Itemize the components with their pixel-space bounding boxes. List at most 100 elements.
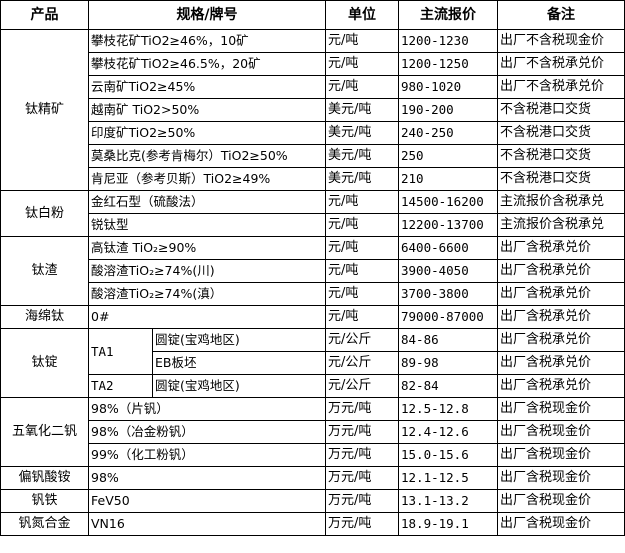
table-row: 99%（化工粉钒） 万元/吨 15.0-15.6 出厂含税现金价 <box>1 443 625 467</box>
unit-cell: 元/吨 <box>325 259 399 283</box>
spec-cell: 攀枝花矿TiO2≥46%，10矿 <box>88 29 326 53</box>
price-cell: 250 <box>398 144 498 168</box>
spec-cell: 0# <box>88 305 326 329</box>
product-cell: 钛精矿 <box>0 29 89 191</box>
spec-cell: 莫桑比克(参考肯梅尔）TiO2≥50% <box>88 144 326 168</box>
note-cell: 出厂含税现金价 <box>497 489 625 513</box>
table-row: 肯尼亚（参考贝斯）TiO2≥49% 美元/吨 210 不含税港口交货 <box>1 167 625 191</box>
product-cell: 钒铁 <box>0 489 89 513</box>
price-cell: 1200-1230 <box>398 29 498 53</box>
product-cell: 钛锭 <box>0 328 89 398</box>
price-cell: 240-250 <box>398 121 498 145</box>
unit-cell: 元/吨 <box>325 236 399 260</box>
note-cell: 出厂含税承兑价 <box>497 328 625 352</box>
grade-cell: TA1 <box>88 328 153 375</box>
price-cell: 12.4-12.6 <box>398 420 498 444</box>
spec-cell: 攀枝花矿TiO2≥46.5%，20矿 <box>88 52 326 76</box>
grade-cell: TA2 <box>88 374 153 398</box>
note-cell: 出厂不含税现金价 <box>497 29 625 53</box>
table-row: TA2 圆锭(宝鸡地区) 元/公斤 82-84 出厂含税承兑价 <box>1 374 625 398</box>
unit-cell: 元/公斤 <box>325 351 399 375</box>
price-cell: 190-200 <box>398 98 498 122</box>
note-cell: 主流报价含税承兑 <box>497 190 625 214</box>
product-cell: 海绵钛 <box>0 305 89 329</box>
header-row: 产品 规格/牌号 单位 主流报价 备注 <box>0 0 625 30</box>
note-cell: 出厂含税承兑价 <box>497 351 625 375</box>
table-row: 攀枝花矿TiO2≥46.5%，20矿 元/吨 1200-1250 出厂不含税承兑价 <box>1 52 625 76</box>
note-cell: 出厂不含税承兑价 <box>497 75 625 99</box>
price-cell: 15.0-15.6 <box>398 443 498 467</box>
table-row: 钛锭 TA1 圆锭(宝鸡地区) 元/公斤 84-86 出厂含税承兑价 <box>0 328 625 398</box>
price-cell: 980-1020 <box>398 75 498 99</box>
header-product: 产品 <box>0 0 89 30</box>
note-cell: 出厂含税承兑价 <box>497 259 625 283</box>
unit-cell: 元/吨 <box>325 213 399 237</box>
table-row: 莫桑比克(参考肯梅尔）TiO2≥50% 美元/吨 250 不含税港口交货 <box>1 144 625 168</box>
unit-cell: 万元/吨 <box>325 443 399 467</box>
unit-cell: 美元/吨 <box>325 121 399 145</box>
price-cell: 12.1-12.5 <box>398 466 498 490</box>
header-note: 备注 <box>497 0 625 30</box>
table-row: 五氧化二钒 98%（片钒） 万元/吨 12.5-12.8 出厂含税现金价 <box>0 397 625 467</box>
note-cell: 出厂含税现金价 <box>497 466 625 490</box>
unit-cell: 元/公斤 <box>325 374 399 398</box>
spec-cell: 越南矿 TiO2>50% <box>88 98 326 122</box>
price-cell: 3900-4050 <box>398 259 498 283</box>
price-cell: 12.5-12.8 <box>398 397 498 421</box>
note-cell: 不含税港口交货 <box>497 144 625 168</box>
price-cell: 79000-87000 <box>398 305 498 329</box>
table-row: 云南矿TiO2≥45% 元/吨 980-1020 出厂不含税承兑价 <box>1 75 625 99</box>
unit-cell: 元/吨 <box>325 52 399 76</box>
header-spec: 规格/牌号 <box>88 0 326 30</box>
table-row: 98%（冶金粉钒） 万元/吨 12.4-12.6 出厂含税现金价 <box>1 420 625 444</box>
unit-cell: 万元/吨 <box>325 466 399 490</box>
price-cell: 13.1-13.2 <box>398 489 498 513</box>
unit-cell: 元/吨 <box>325 190 399 214</box>
product-cell: 钛渣 <box>0 236 89 306</box>
price-cell: 3700-3800 <box>398 282 498 306</box>
spec-cell: 圆锭(宝鸡地区) <box>152 374 326 398</box>
note-cell: 不含税港口交货 <box>497 167 625 191</box>
table-row: 酸溶渣TiO₂≥74%(滇） 元/吨 3700-3800 出厂含税承兑价 <box>1 282 625 306</box>
table-row: 偏钒酸铵 98% 万元/吨 12.1-12.5 出厂含税现金价 <box>0 466 625 490</box>
spec-cell: 高钛渣 TiO₂≥90% <box>88 236 326 260</box>
spec-cell: 金红石型（硫酸法） <box>88 190 326 214</box>
note-cell: 出厂含税承兑价 <box>497 236 625 260</box>
table-row: 钒铁 FeV50 万元/吨 13.1-13.2 出厂含税现金价 <box>0 489 625 513</box>
spec-cell: 酸溶渣TiO₂≥74%(川) <box>88 259 326 283</box>
table-row: 酸溶渣TiO₂≥74%(川) 元/吨 3900-4050 出厂含税承兑价 <box>1 259 625 283</box>
spec-cell: 酸溶渣TiO₂≥74%(滇） <box>88 282 326 306</box>
unit-cell: 元/吨 <box>325 305 399 329</box>
unit-cell: 万元/吨 <box>325 489 399 513</box>
unit-cell: 美元/吨 <box>325 144 399 168</box>
spec-cell: 圆锭(宝鸡地区) <box>152 328 326 352</box>
note-cell: 出厂含税现金价 <box>497 420 625 444</box>
unit-cell: 美元/吨 <box>325 167 399 191</box>
table-row: 印度矿TiO2≥50% 美元/吨 240-250 不含税港口交货 <box>1 121 625 145</box>
price-cell: 82-84 <box>398 374 498 398</box>
spec-cell: 云南矿TiO2≥45% <box>88 75 326 99</box>
unit-cell: 元/公斤 <box>325 328 399 352</box>
table-row: 海绵钛 0# 元/吨 79000-87000 出厂含税承兑价 <box>0 305 625 329</box>
table-row: 越南矿 TiO2>50% 美元/吨 190-200 不含税港口交货 <box>1 98 625 122</box>
unit-cell: 美元/吨 <box>325 98 399 122</box>
header-unit: 单位 <box>325 0 399 30</box>
spec-cell: 98%（冶金粉钒） <box>88 420 326 444</box>
table-row: 钛白粉 金红石型（硫酸法） 元/吨 14500-16200 主流报价含税承兑 <box>0 190 625 237</box>
spec-cell: FeV50 <box>88 489 326 513</box>
product-cell: 五氧化二钒 <box>0 397 89 467</box>
note-cell: 主流报价含税承兑 <box>497 213 625 237</box>
price-cell: 6400-6600 <box>398 236 498 260</box>
note-cell: 出厂含税现金价 <box>497 512 625 536</box>
header-price: 主流报价 <box>398 0 498 30</box>
price-cell: 84-86 <box>398 328 498 352</box>
table-row: 钛精矿 攀枝花矿TiO2≥46%，10矿 元/吨 1200-1230 出厂不含税现金价 <box>0 29 625 191</box>
note-cell: 出厂含税承兑价 <box>497 305 625 329</box>
note-cell: 出厂含税承兑价 <box>497 282 625 306</box>
unit-cell: 元/吨 <box>325 282 399 306</box>
table-row: 钒氮合金 VN16 万元/吨 18.9-19.1 出厂含税现金价 <box>0 512 625 536</box>
note-cell: 出厂不含税承兑价 <box>497 52 625 76</box>
price-cell: 14500-16200 <box>398 190 498 214</box>
price-cell: 12200-13700 <box>398 213 498 237</box>
unit-cell: 万元/吨 <box>325 512 399 536</box>
